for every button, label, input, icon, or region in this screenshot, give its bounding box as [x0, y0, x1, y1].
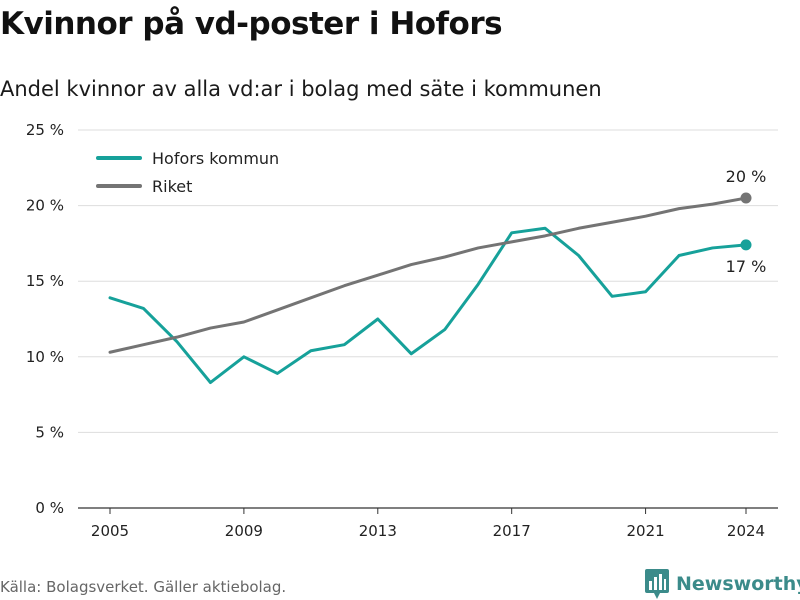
y-tick-label: 5 % [35, 423, 64, 441]
x-tick-label: 2005 [91, 522, 129, 540]
y-tick-label: 10 % [26, 348, 64, 366]
end-value-label: 20 % [726, 167, 767, 186]
x-tick-label: 2024 [727, 522, 765, 540]
x-tick-label: 2021 [626, 522, 664, 540]
end-value-label: 17 % [726, 257, 767, 276]
x-tick-label: 2009 [225, 522, 263, 540]
brand-name: Newsworthy [676, 573, 800, 595]
y-tick-label: 0 % [35, 499, 64, 517]
legend-label: Hofors kommun [152, 149, 279, 168]
series-line-riket [108, 196, 748, 354]
chart-subtitle: Andel kvinnor av alla vd:ar i bolag med … [0, 77, 602, 101]
series-end-point [740, 192, 752, 204]
series-end-point [740, 239, 752, 251]
series-line-hofors-kommun [108, 226, 748, 385]
line-chart: 0 % 5 % 10 % 15 % 20 % 25 % 2005 2009 2013 2017 20… [26, 121, 778, 540]
source-note: Källa: Bolagsverket. Gäller aktiebolag. [0, 578, 287, 596]
bar-chart-logo-icon [645, 569, 669, 599]
x-tick-label: 2013 [359, 522, 397, 540]
y-tick-label: 25 % [26, 121, 64, 139]
legend-label: Riket [152, 177, 192, 196]
y-tick-label: 15 % [26, 272, 64, 290]
x-tick-label: 2017 [493, 522, 531, 540]
brand-logo[interactable]: Newsworthy [645, 569, 800, 599]
chart-title: Kvinnor på vd-poster i Hofors [0, 6, 503, 42]
y-tick-label: 20 % [26, 197, 64, 215]
